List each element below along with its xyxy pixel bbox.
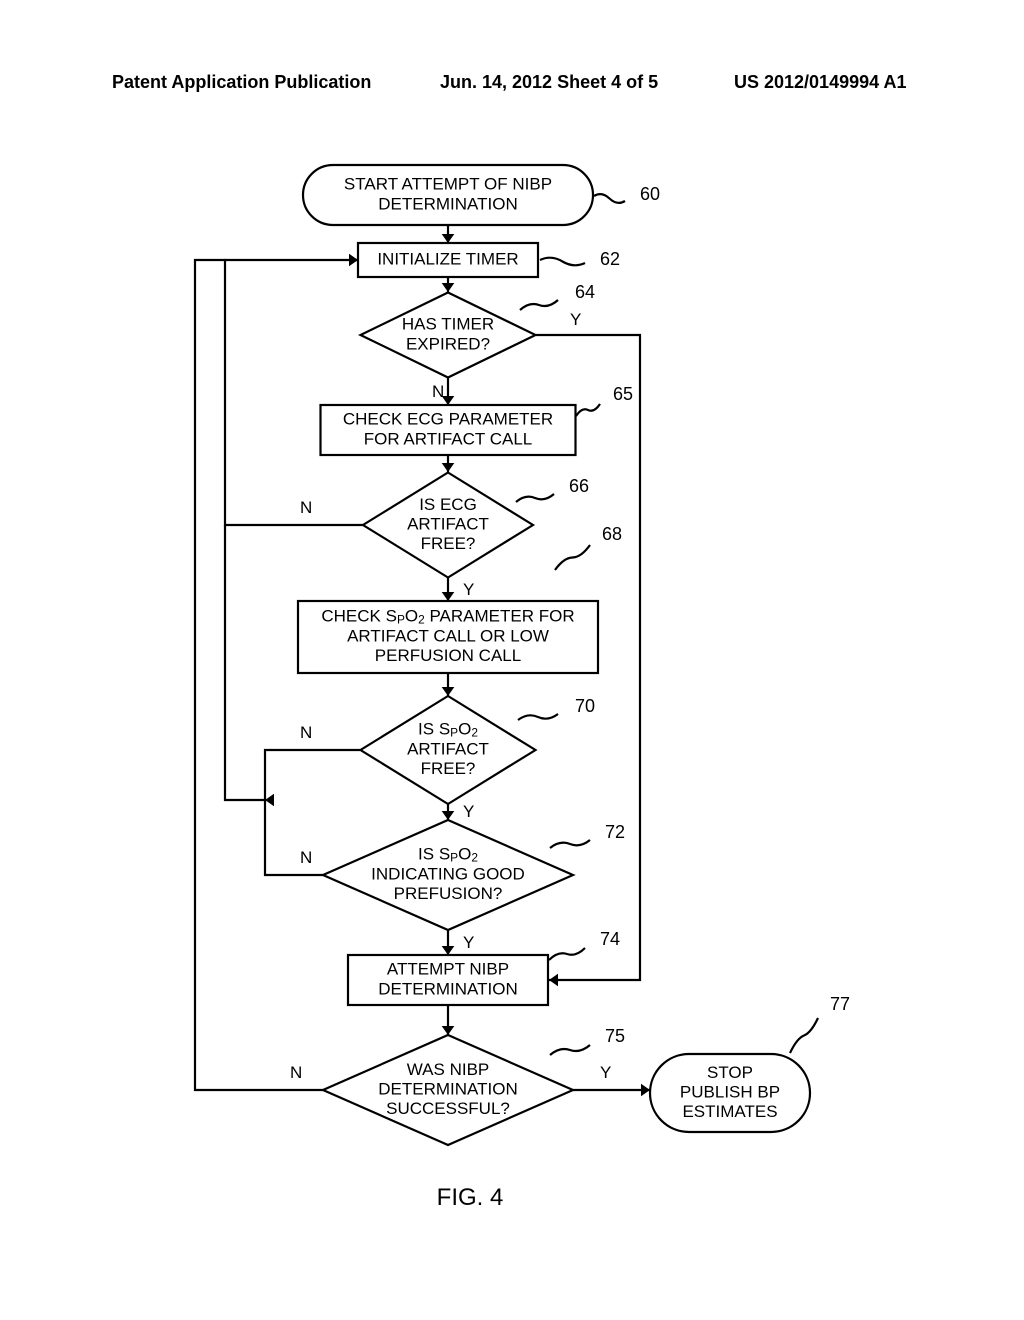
svg-text:74: 74 <box>600 929 620 949</box>
svg-text:62: 62 <box>600 249 620 269</box>
svg-text:STOP: STOP <box>707 1063 753 1082</box>
svg-text:EXPIRED?: EXPIRED? <box>406 334 490 353</box>
edge <box>225 260 363 525</box>
svg-text:FOR ARTIFACT CALL: FOR ARTIFACT CALL <box>364 429 532 448</box>
edge <box>195 260 323 1090</box>
svg-text:PERFUSION CALL: PERFUSION CALL <box>375 646 521 665</box>
svg-text:ARTIFACT: ARTIFACT <box>407 514 489 533</box>
svg-text:SUCCESSFUL?: SUCCESSFUL? <box>386 1099 510 1118</box>
edge-label: N <box>300 498 312 517</box>
edge-label: N <box>432 382 444 401</box>
flowchart: START ATTEMPT OF NIBPDETERMINATION60INIT… <box>0 0 1024 1320</box>
svg-text:INITIALIZE TIMER: INITIALIZE TIMER <box>377 249 518 268</box>
svg-text:WAS NIBP: WAS NIBP <box>407 1060 490 1079</box>
svg-text:60: 60 <box>640 184 660 204</box>
edge-label: Y <box>463 802 474 821</box>
svg-text:66: 66 <box>569 476 589 496</box>
edge <box>225 525 265 800</box>
svg-text:64: 64 <box>575 282 595 302</box>
svg-text:FREE?: FREE? <box>421 534 476 553</box>
figure-label: FIG. 4 <box>437 1184 504 1211</box>
svg-text:CHECK SPO2 PARAMETER FOR: CHECK SPO2 PARAMETER FOR <box>321 607 574 627</box>
svg-text:77: 77 <box>830 994 850 1014</box>
svg-text:CHECK ECG PARAMETER: CHECK ECG PARAMETER <box>343 410 553 429</box>
svg-text:75: 75 <box>605 1026 625 1046</box>
svg-text:PUBLISH BP: PUBLISH BP <box>680 1082 780 1101</box>
edge-label: Y <box>570 310 581 329</box>
svg-text:72: 72 <box>605 822 625 842</box>
svg-text:HAS TIMER: HAS TIMER <box>402 315 494 334</box>
edge <box>265 750 360 800</box>
svg-text:IS ECG: IS ECG <box>419 495 477 514</box>
svg-text:65: 65 <box>613 384 633 404</box>
svg-text:IS SPO2: IS SPO2 <box>418 720 478 740</box>
svg-text:INDICATING GOOD: INDICATING GOOD <box>371 864 525 883</box>
svg-text:START ATTEMPT OF NIBP: START ATTEMPT OF NIBP <box>344 175 552 194</box>
edge <box>265 800 323 875</box>
svg-text:ARTIFACT: ARTIFACT <box>407 739 489 758</box>
edge-label: Y <box>463 933 474 952</box>
svg-text:DETERMINATION: DETERMINATION <box>378 1079 517 1098</box>
svg-text:68: 68 <box>602 524 622 544</box>
edge-label: Y <box>463 580 474 599</box>
edge-label: N <box>290 1063 302 1082</box>
svg-text:DETERMINATION: DETERMINATION <box>378 979 517 998</box>
svg-text:ARTIFACT CALL OR LOW: ARTIFACT CALL OR LOW <box>347 626 549 645</box>
svg-text:70: 70 <box>575 696 595 716</box>
svg-text:ATTEMPT NIBP: ATTEMPT NIBP <box>387 960 509 979</box>
page: Patent Application Publication Jun. 14, … <box>0 0 1024 1320</box>
edge-label: Y <box>600 1063 611 1082</box>
svg-text:FREE?: FREE? <box>421 759 476 778</box>
edge-label: N <box>300 848 312 867</box>
svg-text:ESTIMATES: ESTIMATES <box>682 1102 777 1121</box>
edge-label: N <box>300 723 312 742</box>
svg-text:DETERMINATION: DETERMINATION <box>378 194 517 213</box>
svg-text:IS SPO2: IS SPO2 <box>418 845 478 865</box>
svg-text:PREFUSION?: PREFUSION? <box>394 884 503 903</box>
